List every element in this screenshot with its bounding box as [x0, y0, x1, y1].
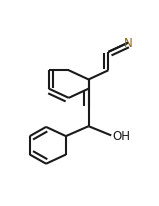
- Text: OH: OH: [113, 129, 131, 142]
- Text: N: N: [124, 37, 133, 50]
